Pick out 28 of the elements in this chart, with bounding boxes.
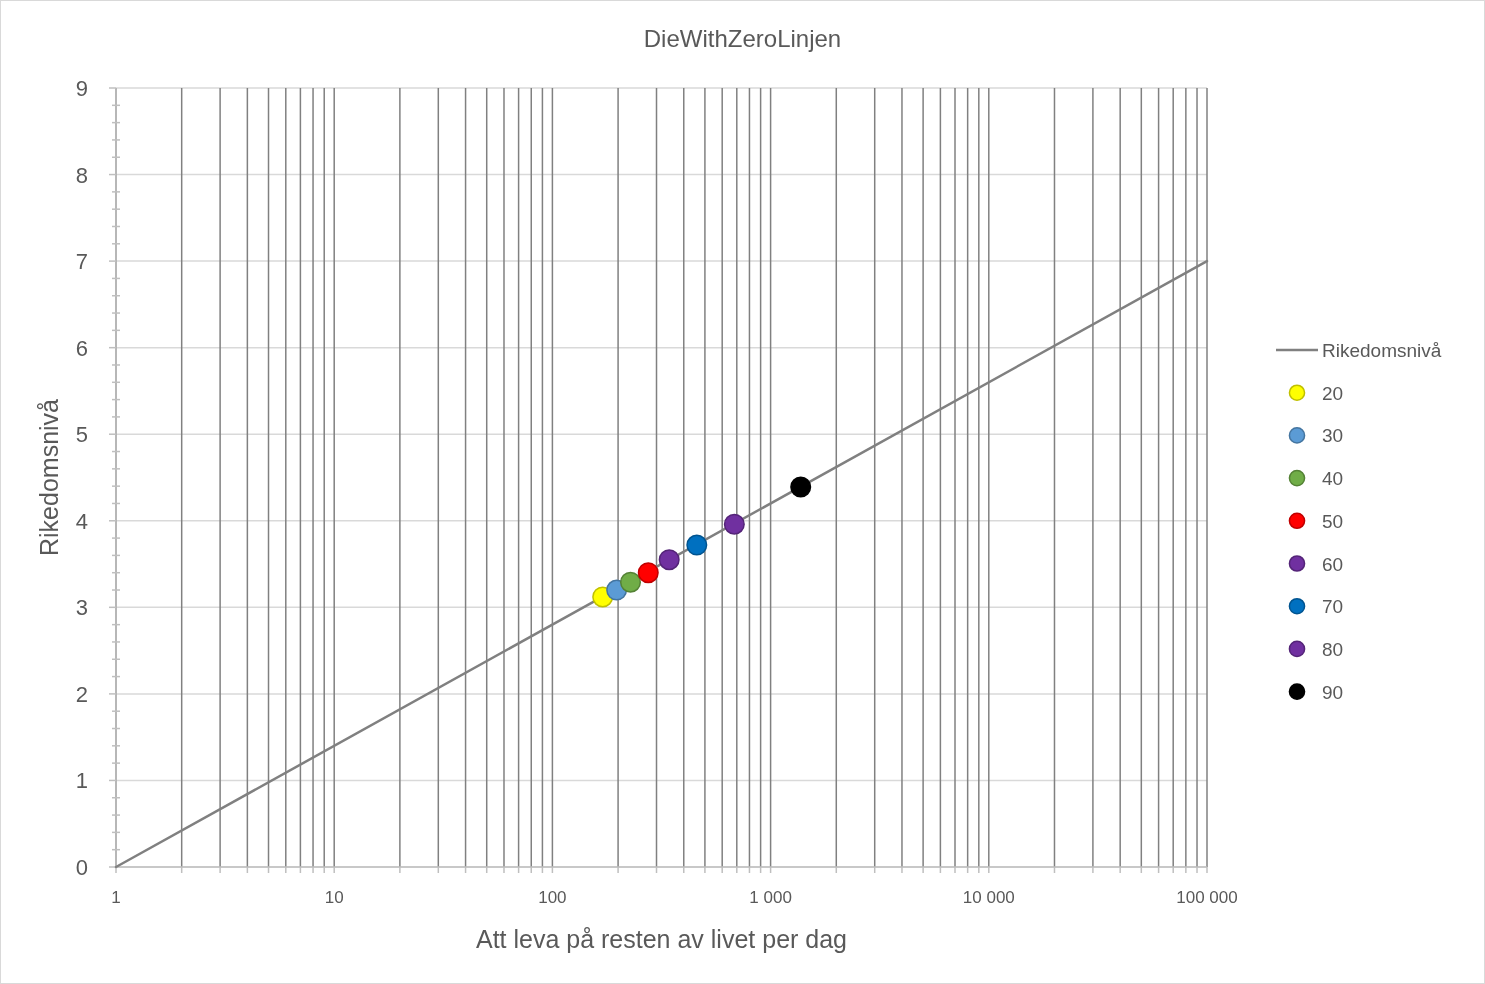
legend-label: 20 — [1322, 382, 1344, 404]
legend-label: 90 — [1322, 681, 1344, 703]
x-tick-label: 10 000 — [962, 888, 1015, 907]
legend-label: Rikedomsnivå — [1322, 340, 1442, 361]
y-tick-label: 9 — [75, 76, 88, 101]
x-tick-label: 100 — [538, 888, 567, 907]
x-tick-label: 1 — [111, 888, 121, 907]
x-axis-title: Att leva på resten av livet per dag — [475, 925, 848, 953]
y-axis-title: Rikedomsnivå — [35, 398, 63, 557]
y-tick-label: 7 — [75, 249, 88, 275]
legend-label: 80 — [1322, 638, 1344, 660]
x-tick-label: 10 — [324, 888, 344, 907]
y-tick-label: 2 — [75, 681, 88, 707]
chart-title: DieWithZeroLinjen — [643, 25, 842, 52]
y-tick-label: 5 — [75, 422, 88, 448]
legend-label: 60 — [1322, 553, 1344, 575]
y-tick-label: 0 — [75, 855, 88, 880]
y-tick-label: 4 — [75, 508, 88, 534]
legend-label: 30 — [1322, 425, 1344, 447]
x-tick-label: 100 000 — [1176, 888, 1238, 907]
y-tick-label: 3 — [75, 595, 88, 621]
y-tick-label: 8 — [75, 162, 88, 188]
legend-label: 70 — [1322, 596, 1344, 618]
y-tick-label: 6 — [75, 335, 88, 361]
legend-label: 40 — [1322, 468, 1344, 490]
legend-label: 50 — [1322, 510, 1344, 532]
x-tick-label: 1 000 — [749, 888, 792, 907]
y-tick-label: 1 — [75, 768, 88, 794]
